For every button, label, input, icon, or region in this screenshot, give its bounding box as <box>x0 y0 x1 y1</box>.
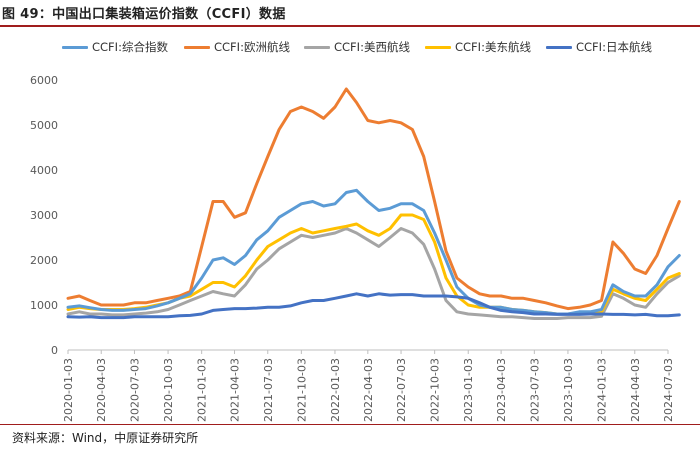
y-tick-label: 2000 <box>30 254 58 267</box>
x-tick-label: 2022-04-03 <box>362 358 375 422</box>
y-tick-label: 1000 <box>30 299 58 312</box>
x-tick-label: 2024-04-03 <box>629 358 642 422</box>
legend-label-us-west: CCFI:美西航线 <box>334 40 410 54</box>
x-tick-label: 2022-01-03 <box>329 358 342 422</box>
legend-item-us-west: CCFI:美西航线 <box>304 37 410 57</box>
y-tick-label: 6000 <box>30 74 58 87</box>
x-tick-label: 2023-01-03 <box>462 358 475 422</box>
legend-swatch-europe <box>184 45 210 49</box>
legend-label-europe: CCFI:欧洲航线 <box>214 40 290 54</box>
x-tick-label: 2024-07-03 <box>662 358 675 422</box>
legend-item-us-east: CCFI:美东航线 <box>425 37 531 57</box>
x-tick-label: 2020-07-03 <box>128 358 141 422</box>
title-underline <box>0 25 700 27</box>
chart-legend: CCFI:综合指数 CCFI:欧洲航线 CCFI:美西航线 CCFI:美东航线 … <box>0 37 700 57</box>
y-tick-label: 3000 <box>30 209 58 222</box>
y-tick-label: 4000 <box>30 164 58 177</box>
x-tick-label: 2023-10-03 <box>562 358 575 422</box>
series-line-composite <box>66 188 681 316</box>
y-axis: 0 1000 2000 3000 4000 5000 6000 <box>30 74 58 357</box>
legend-swatch-japan <box>546 45 572 49</box>
legend-swatch-us-east <box>425 45 451 49</box>
x-tick-label: 2020-01-03 <box>62 358 75 422</box>
legend-swatch-composite <box>62 45 88 49</box>
legend-label-japan: CCFI:日本航线 <box>576 40 652 54</box>
x-tick-label: 2024-01-03 <box>596 358 609 422</box>
legend-item-composite: CCFI:综合指数 <box>62 37 168 57</box>
chart-figure-title: 图 49：中国出口集装箱运价指数（CCFI）数据 <box>2 7 286 22</box>
series-line-europe <box>66 87 681 311</box>
legend-label-composite: CCFI:综合指数 <box>92 40 168 54</box>
title-bar: 图 49：中国出口集装箱运价指数（CCFI）数据 <box>0 0 700 24</box>
series-line-japan <box>66 292 681 320</box>
x-tick-label: 2021-07-03 <box>262 358 275 422</box>
source-divider <box>0 424 700 425</box>
legend-item-japan: CCFI:日本航线 <box>546 37 652 57</box>
y-tick-label: 5000 <box>30 119 58 132</box>
x-tick-label: 2021-01-03 <box>196 358 209 422</box>
x-tick-label: 2022-07-03 <box>395 358 408 422</box>
y-tick-label: 0 <box>51 344 58 357</box>
x-tick-label: 2021-04-03 <box>229 358 242 422</box>
x-tick-label: 2020-04-03 <box>95 358 108 422</box>
source-note: 资料来源：Wind，中原证券研究所 <box>12 431 199 445</box>
x-tick-label: 2023-07-03 <box>528 358 541 422</box>
legend-item-europe: CCFI:欧洲航线 <box>184 37 290 57</box>
series-layer <box>66 87 681 320</box>
x-tick-label: 2020-10-03 <box>162 358 175 422</box>
legend-label-us-east: CCFI:美东航线 <box>455 40 531 54</box>
x-axis: 2020-01-03 2020-04-03 2020-07-03 2020-10-03… <box>62 349 675 422</box>
x-tick-label: 2023-04-03 <box>495 358 508 422</box>
x-tick-label: 2022-10-03 <box>429 358 442 422</box>
x-tick-label: 2021-10-03 <box>295 358 308 422</box>
series-line-us-west <box>66 227 681 320</box>
legend-swatch-us-west <box>304 45 330 49</box>
